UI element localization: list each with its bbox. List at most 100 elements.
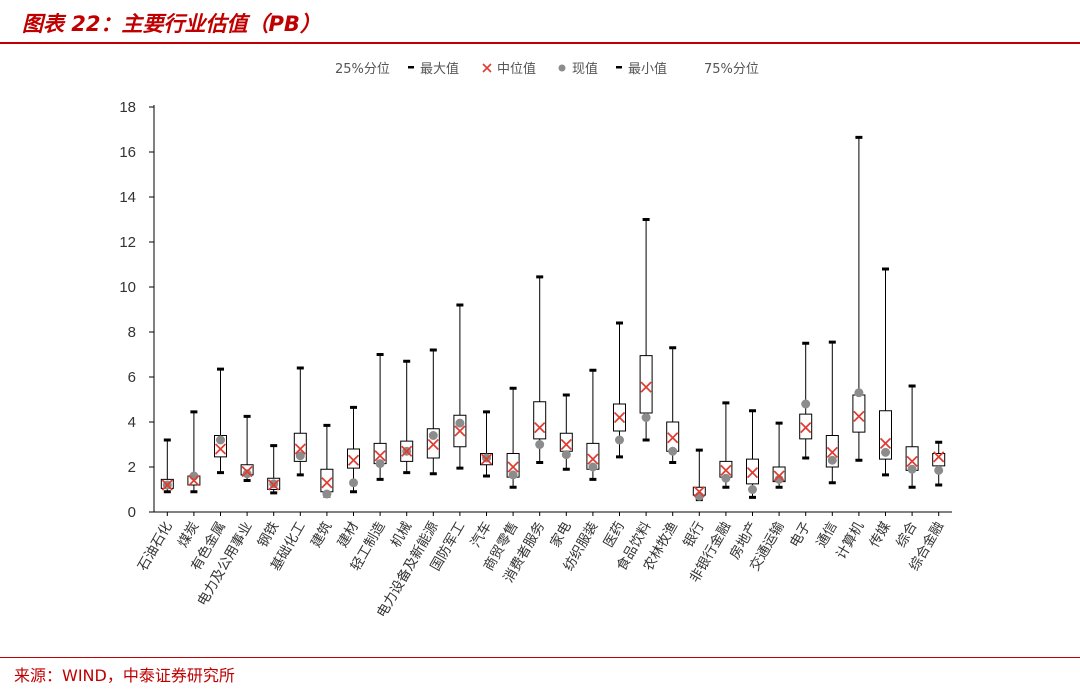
median-cross	[161, 479, 173, 491]
y-tick-label: 12	[119, 234, 136, 251]
min-cap	[669, 461, 677, 464]
max-cap	[429, 348, 437, 352]
min-cap	[403, 471, 411, 475]
median-cross	[720, 464, 732, 476]
y-tick-label: 18	[119, 99, 136, 116]
category-label: 机械	[388, 519, 415, 550]
current-value-dot	[535, 440, 545, 449]
max-cap	[642, 218, 650, 221]
iqr-box	[533, 401, 547, 440]
max-cap	[536, 275, 544, 279]
min-cap	[722, 485, 730, 489]
category-label: 建材	[335, 519, 362, 550]
legend-median-marker	[482, 63, 492, 73]
y-tick-label: 10	[119, 279, 136, 296]
category-label: 计算机	[833, 519, 867, 563]
max-cap	[217, 367, 224, 371]
current-value-dot	[375, 459, 385, 469]
min-cap	[376, 477, 384, 481]
min-cap	[217, 471, 224, 475]
max-cap	[749, 409, 756, 413]
current-value-dot	[322, 489, 332, 499]
median-cross	[454, 425, 466, 437]
chart-boxes	[160, 135, 946, 502]
median-cross	[480, 453, 493, 465]
current-value-dot	[801, 399, 811, 409]
median-cross	[826, 446, 838, 458]
chart-axes: 0 2 4 6 8 10 12 14 16 18	[119, 99, 952, 521]
y-tick-label: 8	[128, 324, 136, 341]
legend-label-max: 最大值	[420, 61, 459, 77]
category-label: 医药	[601, 519, 628, 550]
box-group	[480, 410, 493, 478]
category-label: 家电	[547, 519, 575, 551]
median-cross	[906, 455, 918, 467]
max-cap	[456, 303, 464, 307]
box-group	[373, 353, 387, 481]
iqr-box	[932, 453, 946, 467]
category-label: 石油石化	[135, 519, 176, 574]
max-cap	[483, 410, 490, 414]
median-cross	[321, 477, 333, 489]
max-cap	[935, 440, 943, 444]
max-cap	[775, 421, 783, 425]
legend-label-median: 中位值	[497, 61, 536, 77]
y-tick-label: 14	[119, 189, 136, 206]
median-cross	[693, 486, 705, 498]
median-cross	[933, 451, 945, 463]
median-cross	[587, 453, 599, 465]
source-note: 来源：WIND，中泰证券研究所	[14, 666, 235, 685]
max-cap	[908, 384, 916, 388]
current-value-dot	[694, 491, 704, 501]
box-group	[267, 444, 281, 495]
median-cross	[613, 411, 626, 424]
box-group	[214, 367, 227, 475]
median-cross	[853, 410, 865, 422]
min-cap	[562, 467, 570, 471]
box-group	[719, 401, 733, 489]
legend-label-q75: 75%分位	[704, 62, 759, 77]
median-cross	[773, 470, 785, 482]
max-cap	[350, 405, 357, 409]
max-cap	[562, 393, 570, 397]
max-cap	[802, 341, 810, 345]
current-value-dot	[561, 450, 571, 460]
y-tick-label: 0	[128, 504, 136, 521]
min-cap	[935, 483, 943, 487]
max-cap	[828, 340, 836, 344]
y-tick-label: 4	[128, 414, 136, 431]
box-group	[879, 267, 892, 477]
median-cross	[427, 438, 439, 451]
min-cap	[270, 491, 278, 495]
max-cap	[403, 359, 411, 363]
category-label: 电子	[787, 519, 814, 550]
median-cross	[879, 437, 892, 449]
median-cross	[507, 461, 519, 473]
iqr-box	[320, 468, 334, 493]
pb-boxplot-chart: 25%分位 最大值 中位值 现值 最小值 75%分位 0 2 4 6 8 10 12 14 16…	[119, 61, 952, 621]
current-value-dot	[721, 473, 731, 483]
current-value-dot	[216, 435, 225, 445]
legend-label-q25: 25%分位	[335, 62, 390, 77]
current-value-dot	[508, 470, 518, 480]
box-group	[639, 218, 653, 442]
current-value-dot	[854, 388, 864, 398]
current-value-dot	[907, 464, 917, 474]
min-cap	[190, 490, 198, 494]
box-group	[240, 414, 254, 482]
min-cap	[456, 466, 464, 470]
iqr-box	[639, 355, 653, 414]
max-cap	[190, 410, 198, 414]
box-group	[905, 384, 919, 489]
max-cap	[163, 438, 171, 442]
max-cap	[882, 267, 889, 271]
min-cap	[296, 473, 304, 477]
footer-rule	[0, 657, 1080, 658]
category-label: 通信	[813, 519, 840, 550]
current-value-dot	[349, 478, 358, 488]
box-group	[453, 303, 467, 470]
max-cap	[376, 353, 384, 356]
box-group	[320, 423, 334, 499]
max-cap	[589, 368, 597, 372]
median-cross	[640, 381, 652, 393]
